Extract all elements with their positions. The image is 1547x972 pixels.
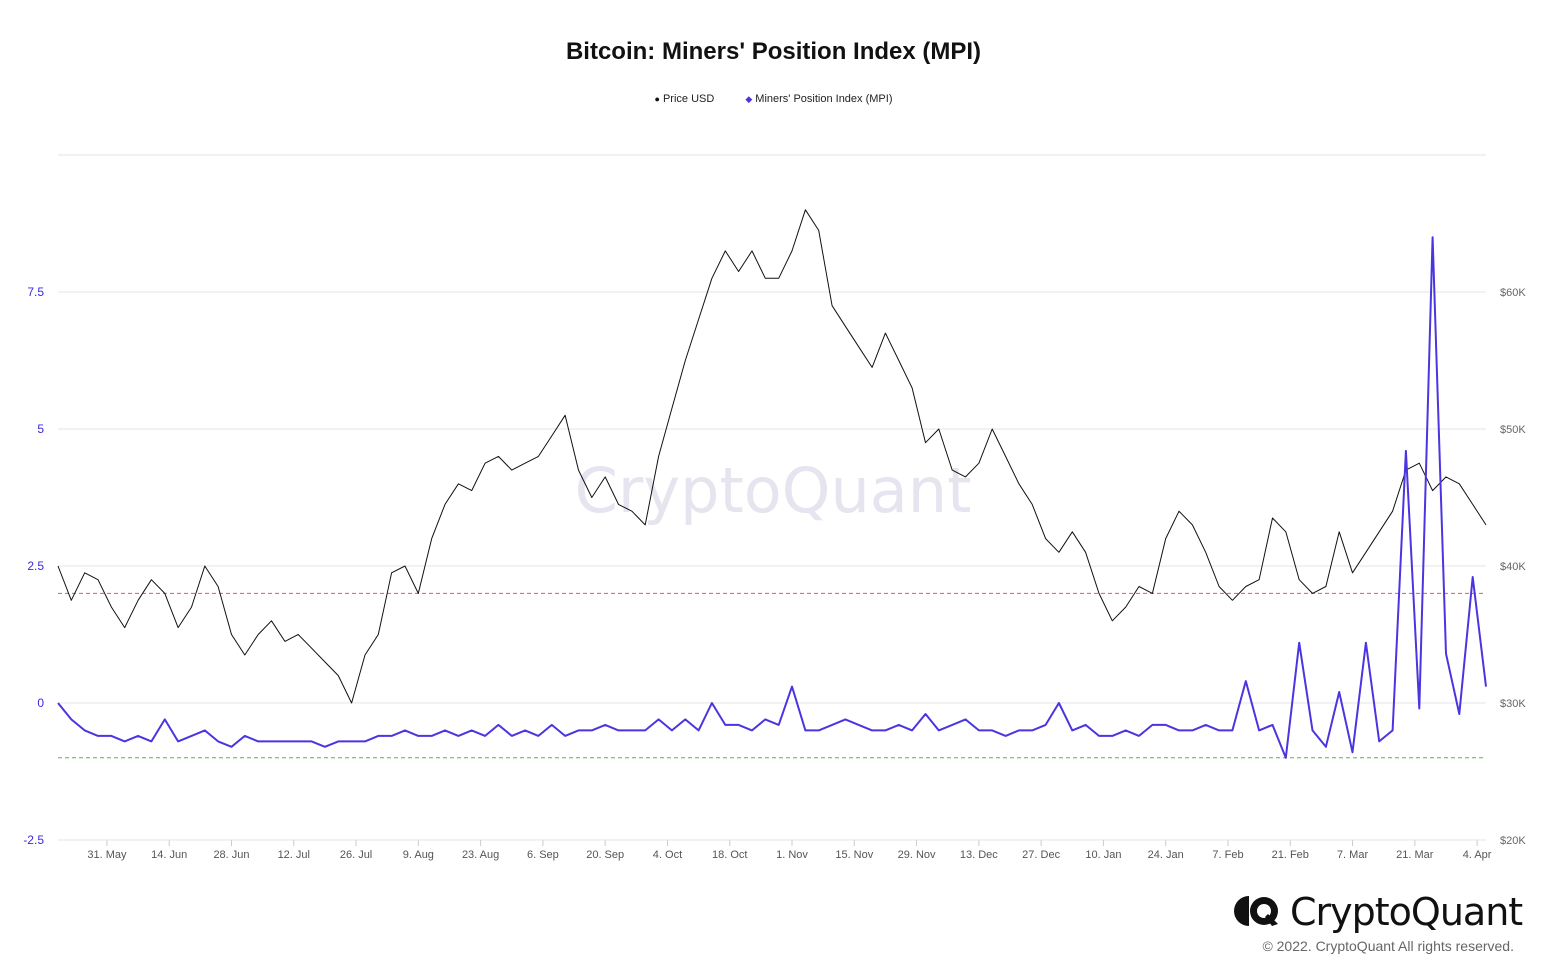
y-right-tick-label: $40K [1500,561,1526,573]
x-tick-label: 1. Nov [776,849,808,861]
x-tick-label: 21. Feb [1272,849,1309,861]
y-left-tick-label: -2.5 [23,833,44,847]
x-tick-label: 10. Jan [1085,849,1121,861]
legend-item-mpi[interactable]: ◆ Miners' Position Index (MPI) [745,93,892,105]
y-left-tick-label: 0 [37,696,44,710]
x-tick-label: 24. Jan [1148,849,1184,861]
legend-label-mpi: Miners' Position Index (MPI) [755,93,893,105]
x-tick-label: 13. Dec [960,849,998,861]
x-tick-label: 15. Nov [835,849,873,861]
x-tick-label: 9. Aug [403,849,434,861]
watermark-text: CryptoQuant [575,454,972,527]
chart-canvas: CryptoQuant 7.5 5 2.5 0 -2.5 $60K $50K $40K $30K… [23,154,1526,861]
x-tick-label: 21. Mar [1396,849,1434,861]
mpi-line [57,236,1487,759]
legend: ● Price USD ◆ Miners' Position Index (MPI) [0,93,1547,105]
x-tick-label: 20. Sep [586,849,624,861]
brand-name: CryptoQuant [1290,890,1523,934]
x-tick-label: 29. Nov [898,849,936,861]
cryptoquant-logo-icon [1234,896,1278,926]
x-tick-label: 4. Oct [653,849,682,861]
y-right-tick-label: $20K [1500,835,1526,847]
x-tick-label: 6. Sep [527,849,559,861]
x-tick-label: 18. Oct [712,849,747,861]
y-left-tick-label: 7.5 [27,285,44,299]
y-left-tick-label: 2.5 [27,559,44,573]
y-right-tick-label: $30K [1500,698,1526,710]
y-left-tick-label: 5 [37,422,44,436]
chart-title: Bitcoin: Miners' Position Index (MPI) [565,38,982,65]
x-tick-label: 28. Jun [213,849,249,861]
x-tick-label: 26. Jul [340,849,372,861]
legend-marker-mpi-icon: ◆ [745,94,753,104]
x-tick-label: 7. Mar [1337,849,1369,861]
legend-label-price: Price USD [662,93,715,105]
x-tick-label: 14. Jun [151,849,187,861]
x-tick-label: 27. Dec [1022,849,1060,861]
copyright-text: © 2022. CryptoQuant All rights reserved. [1262,938,1514,954]
x-tick-label: 7. Feb [1212,849,1243,861]
brand-block: CryptoQuant [1232,890,1523,934]
legend-marker-price-icon: ● [654,94,660,104]
x-tick-label: 23. Aug [462,849,499,861]
y-right-tick-label: $50K [1500,424,1526,436]
x-tick-label: 31. May [87,849,127,861]
y-right-tick-label: $60K [1500,287,1526,299]
x-tick-label: 4. Apr [1463,849,1492,861]
price-usd-line [57,209,1487,704]
legend-item-price[interactable]: ● Price USD [655,93,715,105]
x-tick-label: 12. Jul [278,849,310,861]
